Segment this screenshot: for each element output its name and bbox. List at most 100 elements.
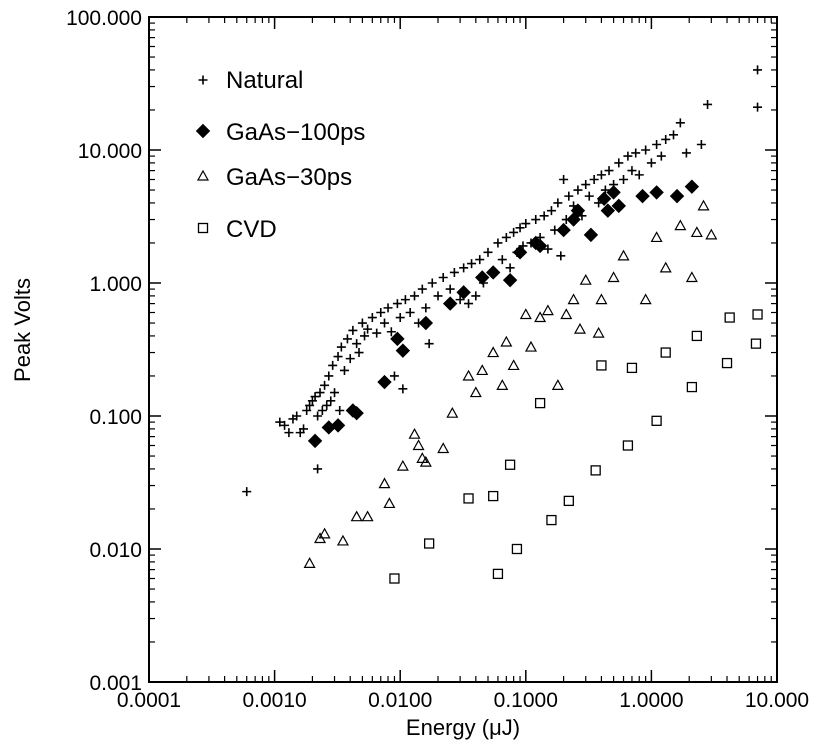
data-point — [303, 557, 316, 568]
data-point — [363, 324, 373, 334]
data-point — [372, 328, 382, 338]
data-point — [361, 510, 374, 522]
data-point — [496, 379, 509, 390]
data-point — [556, 222, 571, 238]
y-tick-label: 10.000 — [78, 140, 142, 163]
data-point — [519, 308, 532, 320]
data-point — [521, 219, 531, 229]
data-point — [487, 346, 500, 358]
data-point — [583, 227, 599, 243]
data-point — [507, 359, 520, 371]
legend-marker-gaas-30ps — [196, 169, 210, 181]
data-point — [500, 335, 513, 347]
legend-label-gaas-100ps: GaAs−100ps — [226, 119, 365, 146]
data-point — [280, 420, 290, 430]
data-point — [317, 405, 327, 415]
data-point — [509, 227, 519, 237]
data-point — [623, 151, 633, 161]
data-point — [493, 238, 503, 248]
data-point — [492, 568, 504, 580]
data-point — [512, 245, 528, 260]
data-point — [570, 203, 586, 218]
data-point — [400, 295, 410, 305]
data-point — [299, 424, 309, 434]
data-point — [305, 400, 315, 410]
legend-marker-gaas-100ps — [195, 123, 211, 139]
data-point — [686, 381, 698, 393]
data-point — [546, 514, 557, 526]
data-point — [408, 427, 421, 439]
data-point — [456, 285, 471, 300]
data-point — [485, 265, 501, 280]
data-point — [551, 379, 564, 390]
data-point — [669, 188, 685, 204]
data-point — [412, 439, 425, 451]
data-point — [322, 400, 332, 410]
data-point — [342, 334, 352, 344]
data-point — [242, 487, 252, 497]
data-point — [652, 139, 662, 149]
data-point — [471, 291, 481, 301]
data-point — [475, 255, 485, 265]
data-point — [539, 211, 549, 221]
series-gaas-30ps — [303, 199, 718, 568]
data-point — [476, 364, 489, 376]
data-point — [559, 175, 569, 185]
data-point — [531, 215, 541, 225]
y-tick-label: 0.010 — [89, 539, 142, 562]
data-point — [446, 406, 459, 418]
data-point — [703, 99, 713, 109]
data-point — [606, 185, 621, 200]
data-point — [681, 148, 691, 158]
data-point — [752, 309, 763, 320]
data-point — [378, 477, 391, 489]
data-point — [497, 255, 507, 265]
data-point — [556, 251, 566, 261]
data-point — [336, 342, 346, 352]
data-point — [318, 527, 331, 539]
data-point — [750, 338, 762, 349]
data-point — [410, 291, 420, 301]
x-tick-label: 1.0000 — [619, 689, 683, 712]
data-point — [524, 340, 538, 352]
data-point — [386, 327, 396, 337]
y-tick-label: 0.100 — [89, 406, 142, 429]
plot-frame — [148, 16, 778, 683]
data-point — [691, 330, 702, 342]
data-point — [449, 267, 459, 277]
legend: Natural GaAs−100ps GaAs−30ps CVD — [195, 67, 365, 243]
data-point — [335, 405, 345, 415]
data-point — [324, 371, 334, 381]
data-point — [619, 175, 629, 185]
data-point — [433, 291, 443, 301]
data-point — [646, 158, 656, 168]
data-point — [424, 339, 434, 349]
legend-label-natural: Natural — [226, 67, 303, 94]
data-point — [515, 223, 525, 233]
data-point — [339, 365, 349, 375]
data-point — [395, 343, 411, 358]
y-tick-label: 100.000 — [66, 7, 142, 30]
legend-markers — [195, 75, 211, 234]
data-point — [417, 284, 427, 294]
data-point — [389, 371, 399, 381]
data-point — [631, 148, 641, 158]
data-point — [661, 134, 671, 144]
legend-label-gaas-30ps: GaAs−30ps — [226, 164, 352, 191]
data-point — [634, 170, 644, 180]
data-point — [659, 261, 672, 273]
x-tick-label: 10.000 — [745, 689, 809, 712]
data-point — [418, 315, 434, 331]
data-point — [581, 180, 591, 190]
data-point — [392, 299, 402, 309]
data-point — [511, 543, 523, 555]
data-point — [333, 352, 343, 362]
data-point — [541, 304, 554, 316]
data-point — [724, 312, 735, 323]
x-tick-label: 0.1000 — [494, 689, 558, 712]
data-point — [320, 380, 330, 390]
y-axis-title: Peak Volts — [10, 278, 35, 382]
legend-marker-cvd — [197, 222, 209, 234]
data-point — [614, 158, 624, 168]
